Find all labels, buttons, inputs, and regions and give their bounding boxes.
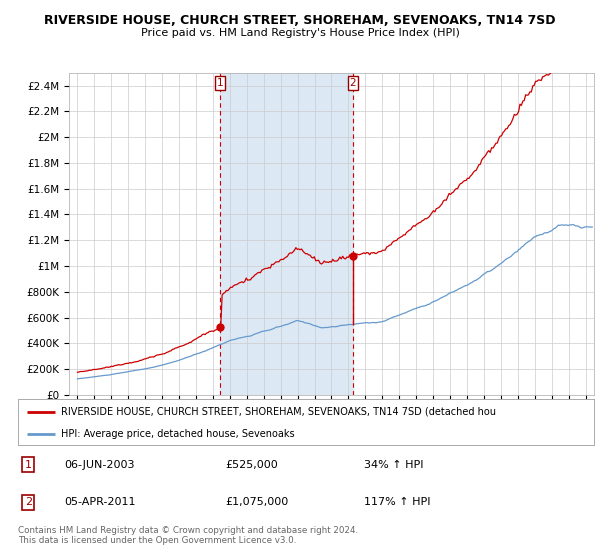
Text: This data is licensed under the Open Government Licence v3.0.: This data is licensed under the Open Gov…	[18, 536, 296, 545]
Text: 05-APR-2011: 05-APR-2011	[64, 497, 136, 507]
Text: 1: 1	[25, 460, 32, 470]
Text: RIVERSIDE HOUSE, CHURCH STREET, SHOREHAM, SEVENOAKS, TN14 7SD (detached hou: RIVERSIDE HOUSE, CHURCH STREET, SHOREHAM…	[61, 407, 496, 417]
Text: 06-JUN-2003: 06-JUN-2003	[64, 460, 134, 470]
Text: 1: 1	[217, 78, 224, 87]
Text: 2: 2	[350, 78, 356, 87]
Text: Contains HM Land Registry data © Crown copyright and database right 2024.: Contains HM Land Registry data © Crown c…	[18, 526, 358, 535]
Text: 34% ↑ HPI: 34% ↑ HPI	[364, 460, 423, 470]
Text: RIVERSIDE HOUSE, CHURCH STREET, SHOREHAM, SEVENOAKS, TN14 7SD: RIVERSIDE HOUSE, CHURCH STREET, SHOREHAM…	[44, 14, 556, 27]
Text: 2: 2	[25, 497, 32, 507]
Text: 117% ↑ HPI: 117% ↑ HPI	[364, 497, 430, 507]
Bar	[220, 73, 353, 395]
Text: HPI: Average price, detached house, Sevenoaks: HPI: Average price, detached house, Seve…	[61, 429, 295, 438]
Text: £525,000: £525,000	[226, 460, 278, 470]
Text: Price paid vs. HM Land Registry's House Price Index (HPI): Price paid vs. HM Land Registry's House …	[140, 28, 460, 38]
Text: £1,075,000: £1,075,000	[226, 497, 289, 507]
